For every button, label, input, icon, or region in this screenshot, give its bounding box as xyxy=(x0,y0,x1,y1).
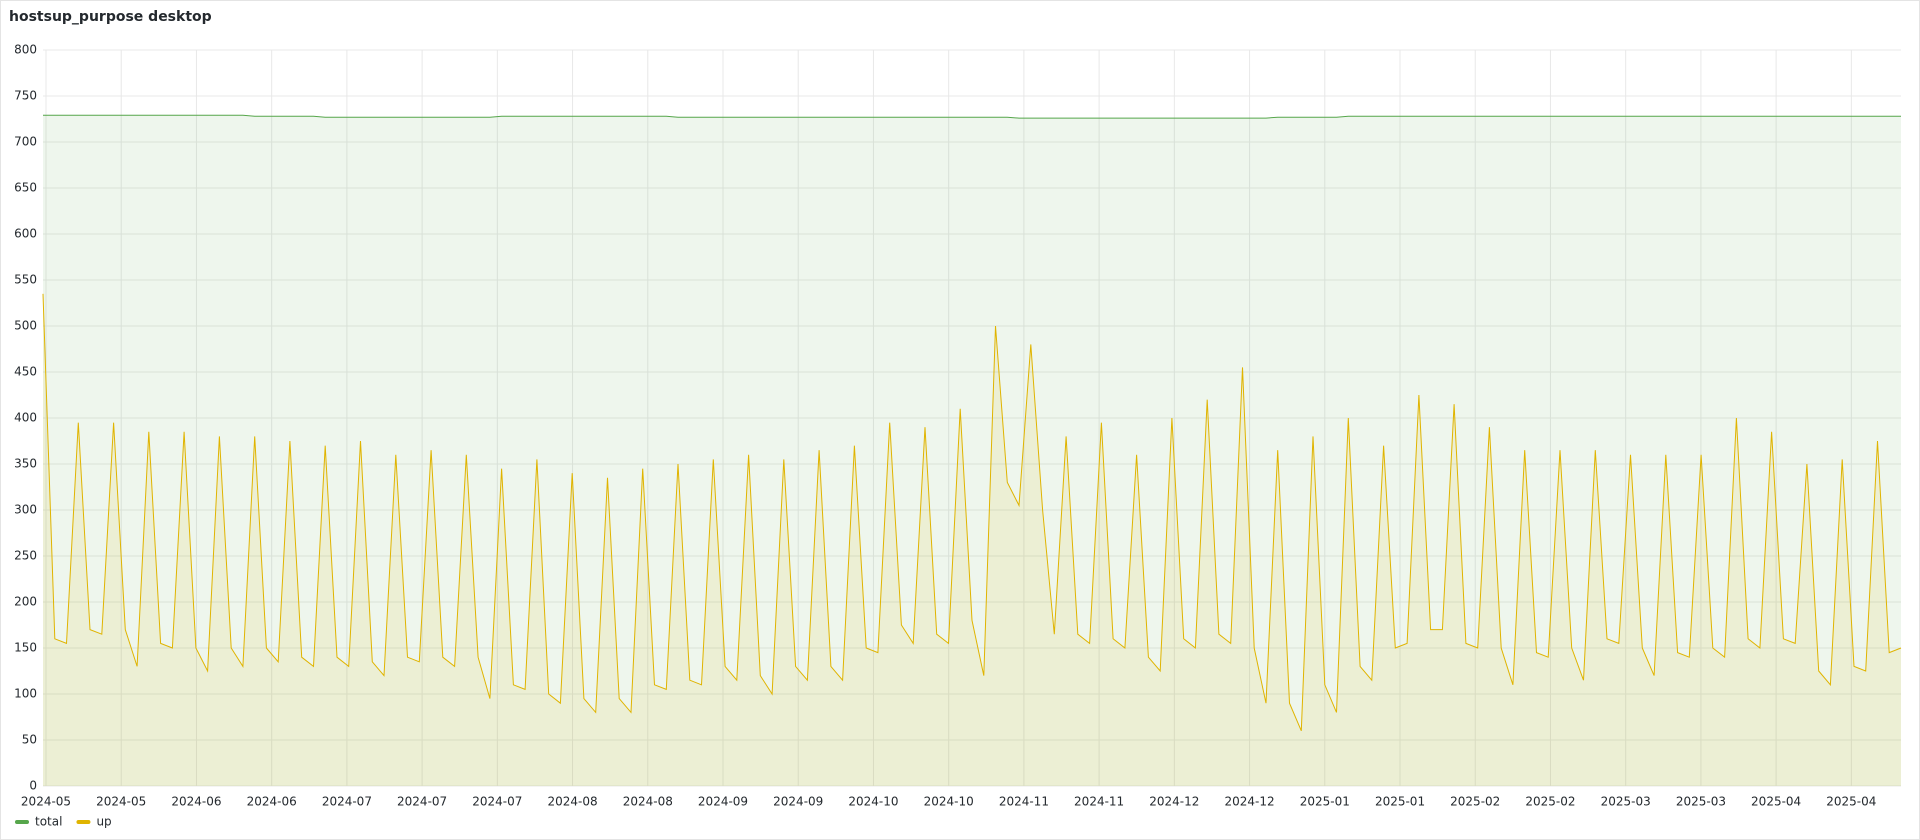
y-tick-label: 550 xyxy=(14,273,37,287)
x-tick-label: 2024-11 xyxy=(999,795,1049,809)
y-tick-label: 50 xyxy=(22,733,37,747)
y-tick-label: 750 xyxy=(14,89,37,103)
y-tick-label: 250 xyxy=(14,549,37,563)
x-tick-label: 2025-02 xyxy=(1525,795,1575,809)
x-tick-label: 2024-12 xyxy=(1224,795,1274,809)
x-tick-label: 2024-11 xyxy=(1074,795,1124,809)
y-tick-label: 0 xyxy=(29,779,37,793)
x-tick-label: 2024-07 xyxy=(472,795,522,809)
series-area xyxy=(43,293,1901,786)
y-tick-label: 100 xyxy=(14,687,37,701)
x-tick-label: 2025-01 xyxy=(1375,795,1425,809)
y-tick-label: 350 xyxy=(14,457,37,471)
y-tick-label: 450 xyxy=(14,365,37,379)
x-tick-label: 2024-10 xyxy=(924,795,974,809)
y-tick-label: 800 xyxy=(14,43,37,57)
x-tick-label: 2025-02 xyxy=(1450,795,1500,809)
y-tick-label: 500 xyxy=(14,319,37,333)
x-tick-label: 2025-03 xyxy=(1676,795,1726,809)
x-tick-label: 2024-09 xyxy=(773,795,823,809)
series-line xyxy=(43,114,1901,119)
x-tick-label: 2024-12 xyxy=(1149,795,1199,809)
y-tick-label: 650 xyxy=(14,181,37,195)
y-tick-label: 150 xyxy=(14,641,37,655)
y-tick-label: 700 xyxy=(14,135,37,149)
x-tick-label: 2024-08 xyxy=(547,795,597,809)
x-tick-label: 2024-05 xyxy=(21,795,71,809)
x-tick-label: 2025-03 xyxy=(1601,795,1651,809)
x-tick-label: 2024-07 xyxy=(322,795,372,809)
x-tick-label: 2025-04 xyxy=(1826,795,1876,809)
y-tick-label: 600 xyxy=(14,227,37,241)
x-tick-label: 2024-09 xyxy=(698,795,748,809)
legend-swatch xyxy=(15,820,29,824)
series-area xyxy=(43,115,1901,787)
y-tick-label: 300 xyxy=(14,503,37,517)
x-tick-label: 2024-08 xyxy=(623,795,673,809)
series-line xyxy=(42,293,1902,731)
legend-label: up xyxy=(96,815,111,829)
x-tick-label: 2024-06 xyxy=(247,795,297,809)
x-tick-label: 2024-06 xyxy=(171,795,221,809)
x-tick-label: 2024-07 xyxy=(397,795,447,809)
x-tick-label: 2024-05 xyxy=(96,795,146,809)
y-tick-label: 200 xyxy=(14,595,37,609)
panel-title: hostsup_purpose desktop xyxy=(9,9,212,25)
y-tick-label: 400 xyxy=(14,411,37,425)
x-tick-label: 2025-01 xyxy=(1300,795,1350,809)
x-tick-label: 2024-10 xyxy=(848,795,898,809)
legend-swatch xyxy=(76,820,91,824)
x-tick-label: 2025-04 xyxy=(1751,795,1801,809)
legend-label: total xyxy=(35,815,62,829)
